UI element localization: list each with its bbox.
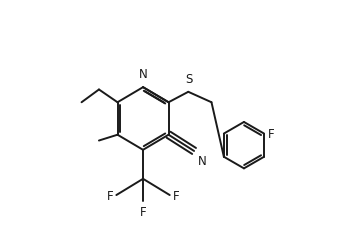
Text: F: F <box>268 128 275 140</box>
Text: F: F <box>107 189 113 202</box>
Text: N: N <box>198 154 207 167</box>
Text: S: S <box>185 73 193 86</box>
Text: F: F <box>173 189 179 202</box>
Text: N: N <box>139 68 147 81</box>
Text: F: F <box>140 205 146 218</box>
